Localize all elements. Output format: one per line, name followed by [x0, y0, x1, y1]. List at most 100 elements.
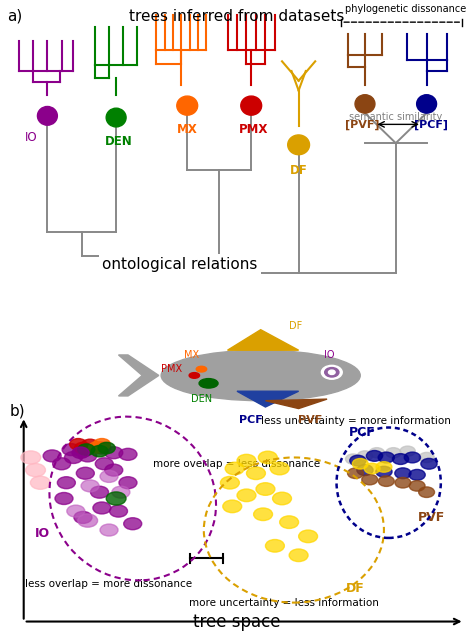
Circle shape	[112, 486, 130, 498]
Circle shape	[392, 454, 409, 464]
Circle shape	[70, 439, 87, 450]
Ellipse shape	[106, 108, 126, 127]
Circle shape	[395, 468, 411, 479]
Text: phylogenetic dissonance: phylogenetic dissonance	[345, 4, 466, 14]
Circle shape	[82, 439, 99, 451]
Circle shape	[79, 450, 97, 462]
Circle shape	[105, 447, 123, 459]
Circle shape	[30, 476, 50, 489]
Text: PMX: PMX	[161, 364, 182, 374]
Circle shape	[98, 442, 115, 454]
Circle shape	[100, 470, 118, 482]
Circle shape	[124, 517, 142, 530]
Circle shape	[419, 452, 434, 463]
Polygon shape	[228, 329, 299, 350]
Circle shape	[364, 463, 380, 474]
Text: DF: DF	[290, 163, 308, 177]
Text: IO: IO	[25, 131, 37, 144]
Circle shape	[270, 463, 289, 475]
Polygon shape	[237, 391, 299, 407]
Circle shape	[43, 450, 61, 462]
Circle shape	[357, 464, 373, 476]
Circle shape	[376, 462, 392, 472]
Text: less overlap = more dissonance: less overlap = more dissonance	[26, 579, 192, 589]
Circle shape	[386, 447, 401, 458]
Circle shape	[64, 452, 82, 463]
Circle shape	[352, 459, 368, 469]
Text: semantic similarity: semantic similarity	[349, 112, 442, 122]
Ellipse shape	[177, 96, 198, 115]
Circle shape	[78, 514, 98, 527]
Text: DEN: DEN	[191, 394, 212, 404]
Text: PCF: PCF	[349, 426, 376, 439]
Text: DF: DF	[346, 582, 365, 595]
Text: ontological relations: ontological relations	[102, 257, 258, 271]
Circle shape	[346, 454, 361, 464]
Circle shape	[265, 540, 284, 552]
Ellipse shape	[189, 372, 200, 378]
Circle shape	[100, 524, 118, 536]
Circle shape	[105, 464, 123, 476]
Circle shape	[421, 458, 437, 469]
Text: MX: MX	[177, 123, 198, 136]
Text: PCF: PCF	[239, 415, 263, 425]
Circle shape	[93, 442, 111, 454]
Circle shape	[299, 530, 318, 543]
Ellipse shape	[199, 379, 218, 388]
Circle shape	[256, 483, 275, 495]
Ellipse shape	[355, 95, 375, 113]
Text: less uncertainty = more information: less uncertainty = more information	[261, 416, 450, 426]
Text: tree space: tree space	[193, 613, 281, 631]
Circle shape	[78, 444, 95, 456]
Circle shape	[119, 477, 137, 488]
Ellipse shape	[37, 107, 57, 125]
Text: trees inferred from datasets: trees inferred from datasets	[129, 8, 345, 23]
Circle shape	[258, 451, 277, 464]
Circle shape	[53, 458, 71, 469]
Circle shape	[55, 492, 73, 505]
Circle shape	[89, 442, 106, 453]
Circle shape	[237, 489, 256, 502]
Circle shape	[280, 516, 299, 528]
Circle shape	[254, 508, 273, 521]
Circle shape	[74, 445, 92, 457]
Circle shape	[81, 480, 99, 492]
Circle shape	[369, 447, 384, 458]
Polygon shape	[118, 355, 159, 396]
Circle shape	[325, 367, 339, 377]
Circle shape	[419, 487, 435, 497]
Circle shape	[74, 442, 91, 454]
Circle shape	[91, 486, 109, 498]
Circle shape	[223, 500, 242, 512]
Circle shape	[93, 502, 111, 514]
Ellipse shape	[196, 366, 207, 372]
Circle shape	[409, 481, 425, 491]
Circle shape	[220, 476, 239, 489]
Text: more uncertainty = less information: more uncertainty = less information	[190, 598, 379, 608]
Circle shape	[362, 475, 378, 485]
Circle shape	[74, 511, 92, 524]
Circle shape	[62, 444, 80, 456]
Circle shape	[109, 505, 128, 517]
Text: IO: IO	[35, 527, 50, 540]
Circle shape	[106, 492, 126, 505]
Circle shape	[376, 466, 392, 477]
Polygon shape	[265, 399, 327, 409]
Circle shape	[67, 505, 85, 517]
Circle shape	[93, 439, 110, 450]
Circle shape	[72, 447, 89, 459]
Circle shape	[350, 455, 366, 466]
Text: b): b)	[9, 404, 25, 419]
Circle shape	[366, 451, 383, 461]
Circle shape	[378, 452, 394, 463]
Text: [PVF]: [PVF]	[346, 119, 380, 129]
Text: DEN: DEN	[105, 134, 132, 148]
Text: DF: DF	[289, 321, 302, 331]
Circle shape	[225, 463, 244, 475]
Ellipse shape	[161, 350, 360, 401]
Circle shape	[273, 492, 292, 505]
Circle shape	[76, 467, 94, 480]
Ellipse shape	[241, 96, 262, 115]
Text: a): a)	[7, 8, 22, 23]
Circle shape	[321, 365, 342, 379]
